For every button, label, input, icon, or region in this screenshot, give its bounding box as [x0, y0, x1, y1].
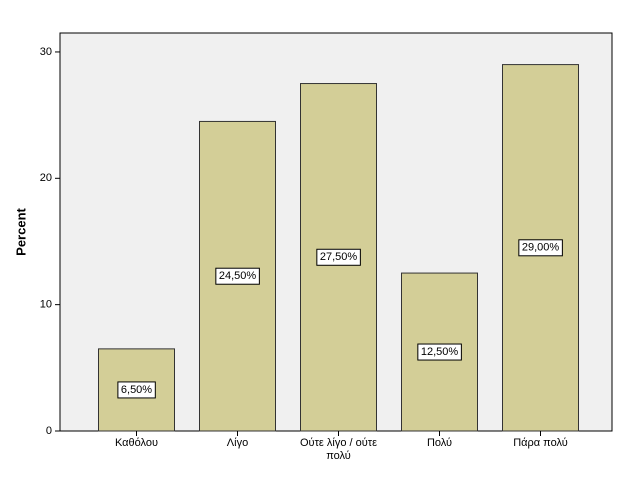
value-label: 24,50% [219, 270, 257, 282]
value-label: 27,50% [320, 251, 358, 263]
x-tick-label: Καθόλου [114, 437, 159, 449]
y-axis-label: Percent [13, 207, 28, 255]
value-label: 12,50% [421, 346, 459, 358]
x-tick-label: Πολύ [426, 437, 453, 449]
value-label-box [518, 239, 563, 257]
x-tick-label: Ούτε λίγο / ούτε πολύ [300, 437, 377, 462]
x-tick-label: Πάρα πολύ [513, 437, 568, 449]
value-label: 6,50% [121, 384, 152, 396]
x-tick-label: Λίγο [226, 437, 249, 449]
value-label-box [316, 248, 361, 266]
y-tick-label: 10 [40, 299, 52, 311]
value-label-box [215, 267, 260, 285]
y-tick-label: 0 [46, 425, 52, 437]
value-label-box [417, 343, 462, 361]
y-tick-label: 20 [40, 172, 52, 184]
value-label-box [117, 381, 156, 399]
y-tick-label: 30 [40, 46, 52, 58]
value-label: 29,00% [522, 242, 560, 254]
